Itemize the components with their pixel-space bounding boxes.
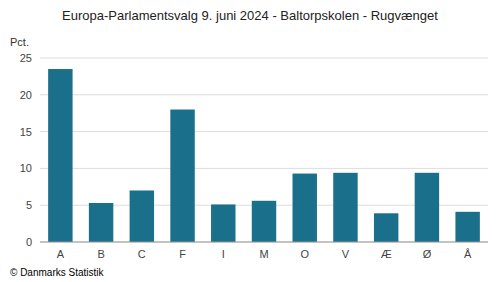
x-tick-label: B xyxy=(97,248,104,260)
grid-line xyxy=(40,131,488,132)
x-tick-label: Æ xyxy=(381,248,392,260)
chart: Europa-Parlamentsvalg 9. juni 2024 - Bal… xyxy=(0,0,500,282)
bar xyxy=(374,213,398,242)
footer: © Danmarks Statistik xyxy=(10,267,105,278)
y-axis-label: Pct. xyxy=(10,36,29,48)
x-tick-label: M xyxy=(259,248,268,260)
x-tick-label: Å xyxy=(464,248,472,260)
page: {"chart_data": {"type": "bar", "title": … xyxy=(0,0,500,282)
bar xyxy=(455,212,479,242)
grid-line xyxy=(40,168,488,169)
x-tick-label: C xyxy=(138,248,146,260)
x-tick-label: O xyxy=(300,248,309,260)
bar xyxy=(48,69,72,242)
bar xyxy=(211,204,235,242)
y-tick-label: 0 xyxy=(26,236,32,248)
y-tick-label: 5 xyxy=(26,199,32,211)
x-axis-line xyxy=(40,242,488,243)
x-tick-label: I xyxy=(222,248,225,260)
y-tick-label: 15 xyxy=(20,126,32,138)
x-tick-label: V xyxy=(342,248,350,260)
bars xyxy=(48,69,480,242)
bar xyxy=(89,203,113,242)
bar xyxy=(415,173,439,242)
grid xyxy=(40,58,488,242)
x-tick-label: A xyxy=(57,248,65,260)
grid-line xyxy=(40,94,488,95)
y-tick-label: 25 xyxy=(20,52,32,64)
title: Europa-Parlamentsvalg 9. juni 2024 - Bal… xyxy=(62,8,438,23)
grid-line xyxy=(40,242,488,243)
bar xyxy=(252,201,276,242)
y-tick-label: 10 xyxy=(20,162,32,174)
grid-line xyxy=(40,58,488,59)
y-tick-label: 20 xyxy=(20,89,32,101)
bar xyxy=(293,174,317,242)
x-tick-label: F xyxy=(179,248,186,260)
bar xyxy=(333,173,357,242)
bar xyxy=(170,110,194,242)
bar xyxy=(130,190,154,242)
x-tick-label: Ø xyxy=(423,248,432,260)
